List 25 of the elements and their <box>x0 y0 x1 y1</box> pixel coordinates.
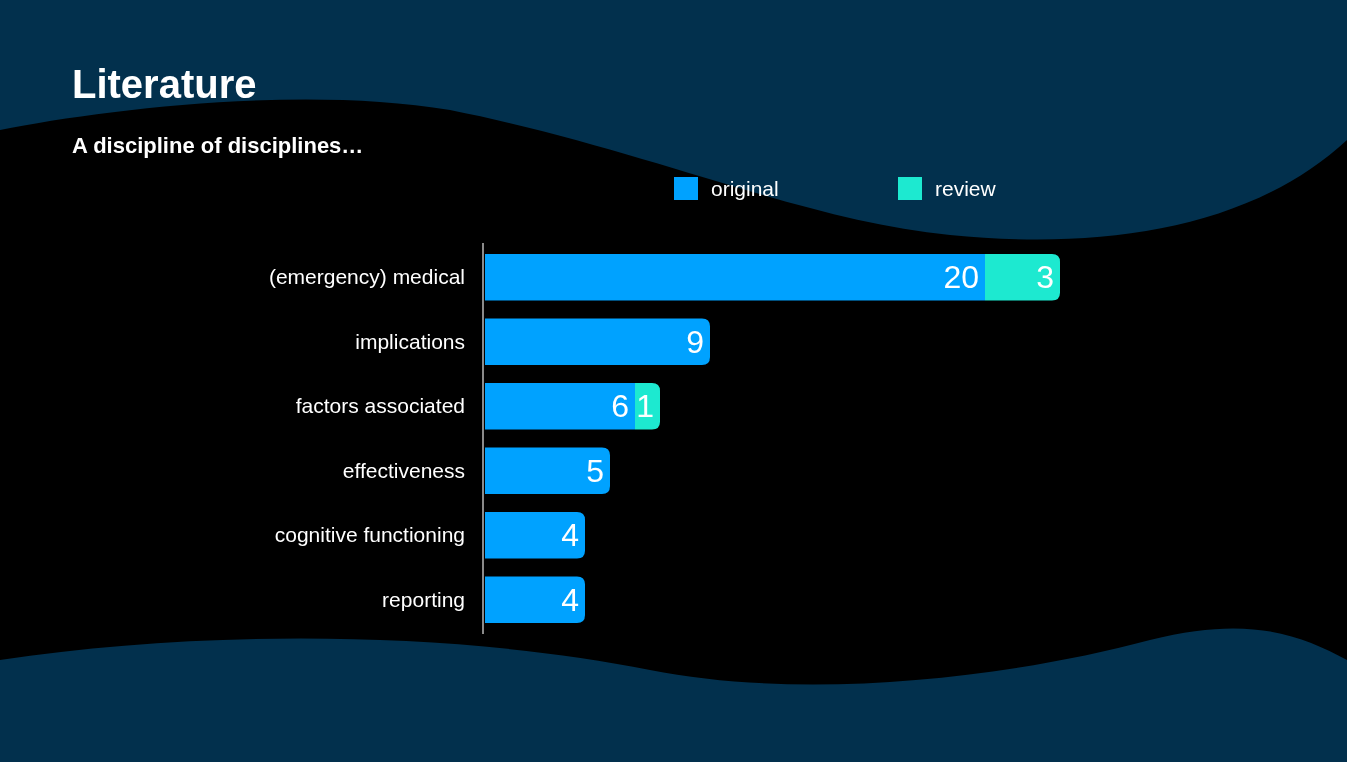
legend-label: review <box>935 177 997 200</box>
data-label: 4 <box>561 581 579 618</box>
y-tick-label: implications <box>355 329 465 353</box>
y-tick-label: (emergency) medical <box>268 265 465 289</box>
legend-label: original <box>711 177 779 200</box>
data-label: 9 <box>686 323 704 360</box>
bar <box>485 447 610 494</box>
y-tick-label: effectiveness <box>342 458 465 482</box>
text: A discipline of disciplines… <box>72 133 364 158</box>
data-label: 20 <box>943 259 979 296</box>
text: Literature <box>72 62 257 106</box>
data-label: 1 <box>636 388 654 425</box>
bar <box>985 254 1060 301</box>
data-label: 6 <box>611 388 629 425</box>
y-tick-label: factors associated <box>295 394 465 418</box>
y-tick-label: reporting <box>382 587 465 611</box>
bar <box>485 383 635 430</box>
data-label: 3 <box>1036 259 1054 296</box>
y-tick-label: cognitive functioning <box>274 523 465 547</box>
bar <box>485 576 585 623</box>
bar <box>485 318 710 365</box>
data-label: 4 <box>561 517 579 554</box>
bar <box>485 254 985 301</box>
data-label: 5 <box>586 452 604 489</box>
bar <box>485 512 585 559</box>
